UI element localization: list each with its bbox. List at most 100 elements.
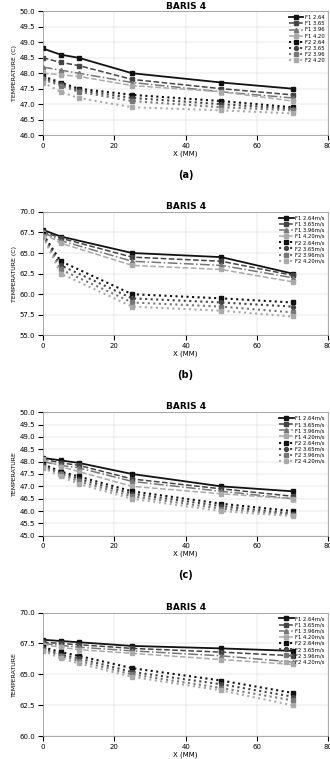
Line: F2 2.64m/s: F2 2.64m/s <box>41 462 295 513</box>
F2 4.20m/s <box>41 647 45 656</box>
F1 4.20m/s <box>59 462 63 471</box>
X-axis label: X (MM): X (MM) <box>173 551 198 557</box>
F1 2.64m/s <box>59 456 63 465</box>
F2 3.65 <box>77 86 81 95</box>
F1 2.64m/s <box>219 253 223 262</box>
F2 3.96m/s <box>59 651 63 660</box>
Y-axis label: TEMPERATURE: TEMPERATURE <box>12 452 17 496</box>
Line: F2 3.96m/s: F2 3.96m/s <box>41 234 295 314</box>
F1 3.65 <box>291 90 295 99</box>
F1 3.96m/s <box>130 257 134 266</box>
F2 3.65m/s <box>130 490 134 499</box>
F2 3.65m/s <box>59 261 63 270</box>
F2 2.64 <box>41 72 45 81</box>
F1 3.96m/s <box>59 641 63 650</box>
F1 4.20m/s <box>291 660 295 669</box>
F2 3.65m/s <box>291 692 295 701</box>
F1 4.20m/s <box>130 649 134 658</box>
F2 3.65m/s <box>291 302 295 311</box>
F1 3.96m/s <box>291 657 295 666</box>
F2 4.20m/s <box>130 302 134 311</box>
F1 4.20 <box>41 68 45 77</box>
F2 3.96 <box>41 75 45 84</box>
F1 2.64 <box>41 44 45 53</box>
F1 3.65m/s <box>130 644 134 653</box>
F1 2.64m/s <box>130 641 134 650</box>
Text: (b): (b) <box>178 370 194 380</box>
F2 2.64m/s <box>219 499 223 509</box>
Text: (c): (c) <box>178 571 193 581</box>
Line: F1 3.96m/s: F1 3.96m/s <box>41 641 295 664</box>
F2 4.20 <box>77 93 81 102</box>
F2 4.20m/s <box>291 312 295 321</box>
F1 3.96m/s <box>77 643 81 652</box>
F1 3.65m/s <box>77 461 81 470</box>
F1 3.96m/s <box>77 463 81 472</box>
F1 2.64m/s <box>41 225 45 235</box>
F2 2.64m/s <box>219 294 223 303</box>
Line: F2 4.20m/s: F2 4.20m/s <box>41 466 295 518</box>
F1 2.64 <box>130 68 134 77</box>
F2 2.64m/s <box>130 487 134 496</box>
F2 3.65m/s <box>291 509 295 518</box>
F2 4.20m/s <box>59 653 63 663</box>
F2 2.64m/s <box>291 688 295 698</box>
Line: F1 3.96m/s: F1 3.96m/s <box>41 459 295 501</box>
F2 3.65 <box>219 99 223 109</box>
F1 3.65m/s <box>41 455 45 464</box>
F1 3.65 <box>130 75 134 84</box>
F1 3.65 <box>41 53 45 62</box>
F1 2.64 <box>219 78 223 87</box>
F1 3.96 <box>77 68 81 77</box>
Line: F2 4.20: F2 4.20 <box>41 80 295 115</box>
F1 2.64m/s <box>291 647 295 656</box>
F1 3.96m/s <box>130 647 134 656</box>
F2 2.64m/s <box>41 229 45 238</box>
Line: F1 3.65m/s: F1 3.65m/s <box>41 457 295 498</box>
F1 3.65m/s <box>219 647 223 657</box>
F1 3.96 <box>130 78 134 87</box>
F2 4.20m/s <box>77 480 81 489</box>
F2 4.20m/s <box>130 672 134 682</box>
F1 2.64m/s <box>41 453 45 462</box>
F1 3.65 <box>219 84 223 93</box>
F1 3.65m/s <box>41 227 45 236</box>
F2 3.96 <box>59 81 63 90</box>
F2 3.96 <box>77 87 81 96</box>
F1 3.96 <box>291 93 295 102</box>
F2 2.64m/s <box>59 467 63 476</box>
Line: F1 3.65m/s: F1 3.65m/s <box>41 230 295 277</box>
F1 3.96 <box>59 65 63 74</box>
F2 3.65m/s <box>77 474 81 483</box>
F1 3.96m/s <box>291 494 295 503</box>
F2 2.64 <box>59 78 63 87</box>
F1 4.20m/s <box>130 482 134 491</box>
F2 3.96m/s <box>59 470 63 479</box>
F2 3.96 <box>291 106 295 115</box>
X-axis label: X (MM): X (MM) <box>173 351 198 357</box>
X-axis label: X (MM): X (MM) <box>173 150 198 156</box>
F2 3.65 <box>41 74 45 83</box>
F2 3.96m/s <box>59 265 63 274</box>
Line: F1 3.96m/s: F1 3.96m/s <box>41 230 295 280</box>
Line: F2 4.20m/s: F2 4.20m/s <box>41 649 295 707</box>
F1 3.96m/s <box>291 273 295 282</box>
F2 3.96m/s <box>130 670 134 679</box>
F2 3.96m/s <box>41 231 45 241</box>
X-axis label: X (MM): X (MM) <box>173 751 198 757</box>
F1 3.65m/s <box>41 638 45 647</box>
Title: BARIS 4: BARIS 4 <box>166 202 206 211</box>
F1 3.65m/s <box>130 253 134 262</box>
F2 4.20m/s <box>219 686 223 695</box>
F2 3.65 <box>291 104 295 113</box>
Line: F2 3.96m/s: F2 3.96m/s <box>41 465 295 517</box>
F2 2.64m/s <box>59 257 63 266</box>
F2 3.65m/s <box>59 650 63 659</box>
Line: F2 4.20m/s: F2 4.20m/s <box>41 235 295 319</box>
Line: F2 3.65m/s: F2 3.65m/s <box>41 647 295 698</box>
F2 2.64m/s <box>41 459 45 468</box>
F1 3.96m/s <box>41 457 45 466</box>
Line: F1 3.65m/s: F1 3.65m/s <box>41 641 295 658</box>
F1 2.64m/s <box>291 487 295 496</box>
F1 2.64m/s <box>130 248 134 257</box>
